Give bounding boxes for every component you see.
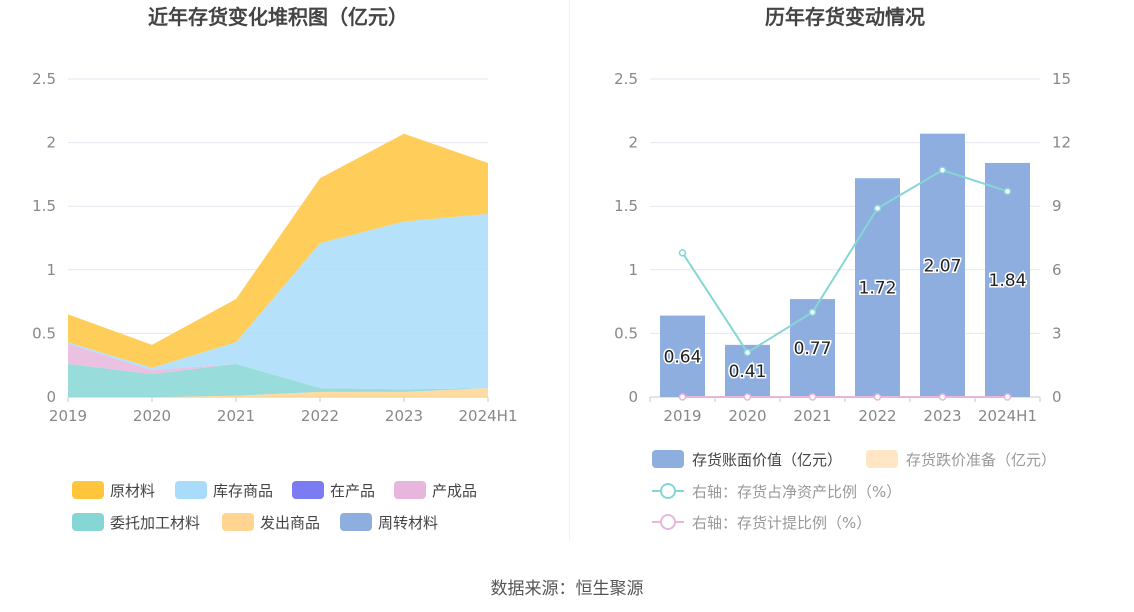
right-x-tick-label: 2024H1 (978, 407, 1037, 425)
legend-swatch-在产品 (292, 481, 324, 499)
right-y2-tick-label: 0 (1052, 388, 1062, 406)
legend-label-周转材料: 周转材料 (378, 514, 438, 532)
bar-inventory-value (920, 133, 965, 398)
left-x-tick-label: 2021 (217, 407, 255, 425)
area-series-发出商品 (68, 388, 488, 397)
right-y2-tick-label: 3 (1052, 324, 1062, 342)
bar-inventory-value (855, 178, 900, 397)
legend-swatch-发出商品 (222, 513, 254, 531)
bar-data-label: 0.77 (794, 339, 832, 359)
legend-swatch-原材料 (72, 481, 104, 499)
left-y-tick-label: 1 (46, 261, 56, 279)
legend-swatch-库存商品 (175, 481, 207, 499)
data-source: 数据来源：恒生聚源 (490, 579, 644, 599)
left-chart-title: 近年存货变化堆积图（亿元） (148, 5, 408, 29)
point-inventory-to-net-assets (873, 204, 882, 213)
legend-label-产成品: 产成品 (432, 482, 477, 500)
right-y-tick-label: 1 (628, 261, 638, 279)
left-y-tick-label: 0.5 (32, 324, 56, 342)
legend-line-net-assets-swatch-marker (660, 483, 676, 499)
bar-data-label: 0.64 (664, 347, 702, 367)
bar-data-label: 0.41 (729, 362, 767, 382)
right-x-tick-label: 2021 (793, 407, 831, 425)
right-y-tick-label: 2 (628, 134, 638, 152)
legend-line-provision-swatch-marker (660, 514, 676, 530)
right-x-tick-label: 2019 (663, 407, 701, 425)
legend-label-委托加工材料: 委托加工材料 (110, 514, 200, 532)
legend-line-net-assets-label: 右轴：存货占净资产比例（%） (692, 483, 901, 501)
bar-data-label: 2.07 (924, 256, 962, 276)
legend-line-provision-label: 右轴：存货计提比例（%） (692, 514, 871, 532)
left-y-tick-label: 0 (46, 388, 56, 406)
right-y2-tick-label: 6 (1052, 261, 1062, 279)
right-y-tick-label: 1.5 (614, 197, 638, 215)
area-series-库存商品 (68, 213, 488, 390)
legend-label-原材料: 原材料 (110, 482, 155, 500)
right-y2-tick-label: 15 (1052, 70, 1071, 88)
bar-inventory-value (985, 162, 1030, 397)
legend-label-发出商品: 发出商品 (260, 514, 320, 532)
legend-bar-value-swatch (652, 450, 684, 468)
bar-data-label: 1.84 (989, 271, 1027, 291)
left-x-tick-label: 2023 (385, 407, 423, 425)
point-inventory-to-net-assets (808, 308, 817, 316)
right-y-tick-label: 0.5 (614, 324, 638, 342)
point-inventory-to-net-assets (743, 348, 752, 357)
legend-swatch-产成品 (394, 481, 426, 499)
left-x-tick-label: 2020 (133, 407, 171, 425)
bar-inventory-value (660, 315, 705, 397)
legend-swatch-委托加工材料 (72, 513, 104, 531)
point-provision-ratio (873, 393, 882, 401)
left-y-tick-label: 2.5 (32, 70, 56, 88)
point-provision-ratio (938, 393, 947, 401)
bar-data-label: 1.72 (859, 279, 897, 299)
point-inventory-to-net-assets (678, 249, 687, 257)
right-y-tick-label: 2.5 (614, 70, 638, 88)
legend-swatch-周转材料 (340, 513, 372, 531)
area-series-委托加工材料 (68, 363, 488, 397)
right-y-tick-label: 0 (628, 388, 638, 406)
legend-bar-provision-swatch (866, 450, 898, 468)
left-y-tick-label: 1.5 (32, 197, 56, 215)
legend-bar-provision-label: 存货跌价准备（亿元） (906, 451, 1056, 469)
left-y-tick-label: 2 (46, 134, 56, 152)
legend-label-在产品: 在产品 (330, 482, 375, 500)
point-provision-ratio (743, 393, 752, 401)
left-x-tick-label: 2024H1 (459, 407, 518, 425)
point-provision-ratio (678, 393, 687, 401)
left-x-tick-label: 2022 (301, 407, 339, 425)
point-inventory-to-net-assets (938, 166, 947, 174)
right-y2-tick-label: 12 (1052, 134, 1071, 152)
legend-bar-value-label: 存货账面价值（亿元） (692, 451, 842, 469)
point-provision-ratio (808, 393, 817, 401)
left-x-tick-label: 2019 (49, 407, 87, 425)
point-provision-ratio (1003, 393, 1012, 401)
right-y2-tick-label: 9 (1052, 197, 1062, 215)
right-x-tick-label: 2022 (858, 407, 896, 425)
right-x-tick-label: 2023 (923, 407, 961, 425)
panel-divider (569, 0, 570, 540)
right-x-tick-label: 2020 (728, 407, 766, 425)
line-inventory-to-net-assets (681, 169, 1008, 354)
right-chart-title: 历年存货变动情况 (765, 5, 925, 29)
area-series-原材料 (68, 133, 488, 368)
legend-label-库存商品: 库存商品 (213, 482, 273, 500)
point-inventory-to-net-assets (1003, 187, 1012, 196)
